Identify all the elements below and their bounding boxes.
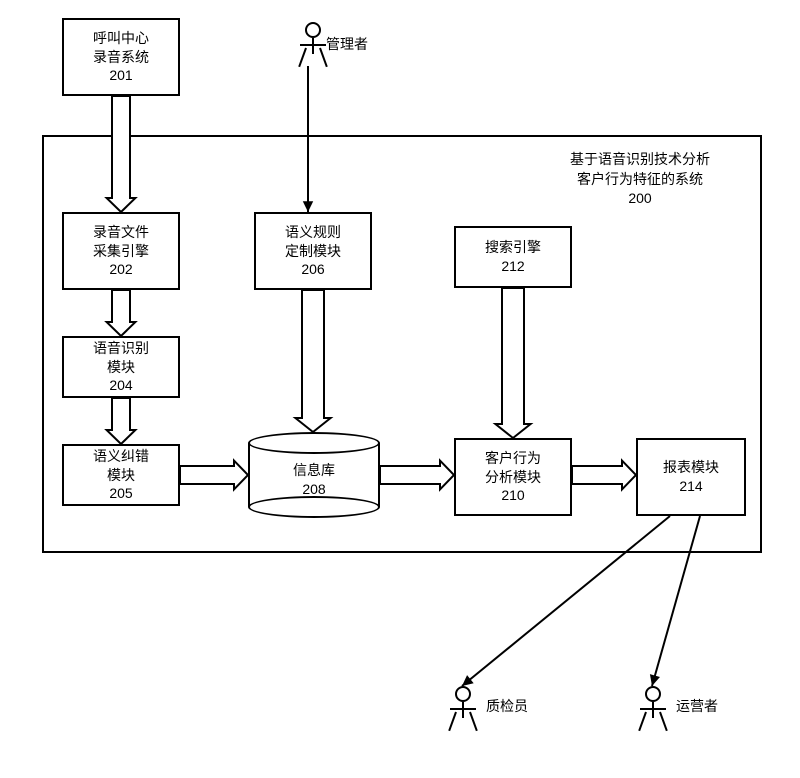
actor-manager-label: 管理者 — [326, 34, 368, 54]
actor-manager — [300, 22, 326, 74]
actor-operator — [640, 686, 666, 738]
system-container-label: 基于语音识别技术分析 客户行为特征的系统 200 — [540, 150, 740, 209]
node-semantic-rules: 语义规则 定制模块 206 — [254, 212, 372, 290]
node-speech-recognition: 语音识别 模块 204 — [62, 336, 180, 398]
diagram-canvas: 基于语音识别技术分析 客户行为特征的系统 200 呼叫中心 录音系统 201 录… — [0, 0, 800, 778]
actor-inspector — [450, 686, 476, 738]
actor-inspector-label: 质检员 — [486, 696, 528, 716]
node-info-store: 信息库 208 — [248, 432, 380, 518]
container-id: 200 — [628, 190, 651, 206]
container-title-line2: 客户行为特征的系统 — [577, 171, 703, 187]
node-recording-collector: 录音文件 采集引擎 202 — [62, 212, 180, 290]
person-icon — [455, 686, 471, 702]
info-store-label: 信息库 — [293, 462, 335, 478]
node-search-engine: 搜索引擎 212 — [454, 226, 572, 288]
person-icon — [305, 22, 321, 38]
node-call-center-recording: 呼叫中心 录音系统 201 — [62, 18, 180, 96]
container-title-line1: 基于语音识别技术分析 — [570, 151, 710, 167]
node-report-module: 报表模块 214 — [636, 438, 746, 516]
actor-operator-label: 运营者 — [676, 696, 718, 716]
node-semantic-correction: 语义纠错 模块 205 — [62, 444, 180, 506]
node-behavior-analysis: 客户行为 分析模块 210 — [454, 438, 572, 516]
person-icon — [645, 686, 661, 702]
info-store-id: 208 — [302, 481, 325, 497]
